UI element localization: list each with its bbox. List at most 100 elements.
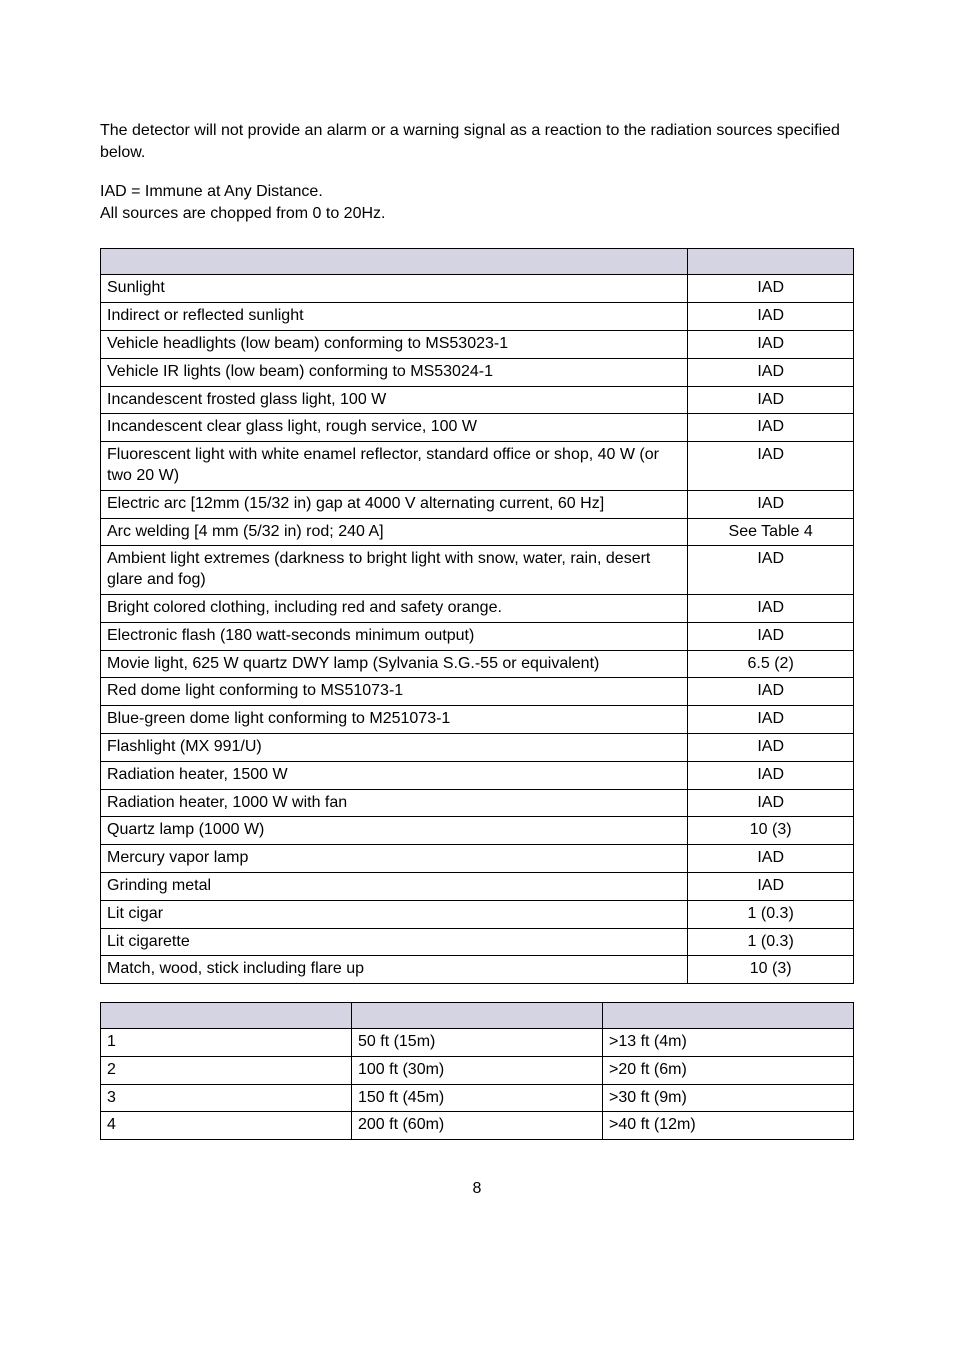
source-cell: Vehicle headlights (low beam) conforming… bbox=[101, 330, 688, 358]
intro-paragraph-2: IAD = Immune at Any Distance. All source… bbox=[100, 181, 854, 224]
value-cell: 1 (0.3) bbox=[688, 900, 854, 928]
intro-line-iad: IAD = Immune at Any Distance. bbox=[100, 181, 854, 203]
source-cell: Grinding metal bbox=[101, 872, 688, 900]
table-row: SunlightIAD bbox=[101, 275, 854, 303]
table-row: 3150 ft (45m)>30 ft (9m) bbox=[101, 1084, 854, 1112]
table-row: Lit cigar1 (0.3) bbox=[101, 900, 854, 928]
value-cell: IAD bbox=[688, 490, 854, 518]
table-header-col1 bbox=[101, 249, 688, 275]
source-cell: Bright colored clothing, including red a… bbox=[101, 594, 688, 622]
source-cell: Red dome light conforming to MS51073-1 bbox=[101, 678, 688, 706]
source-cell: Sunlight bbox=[101, 275, 688, 303]
table-row: Quartz lamp (1000 W)10 (3) bbox=[101, 817, 854, 845]
table-header-col3 bbox=[603, 1003, 854, 1029]
source-cell: Fluorescent light with white enamel refl… bbox=[101, 442, 688, 491]
cell: 3 bbox=[101, 1084, 352, 1112]
value-cell: IAD bbox=[688, 414, 854, 442]
value-cell: IAD bbox=[688, 678, 854, 706]
value-cell: IAD bbox=[688, 872, 854, 900]
cell: 4 bbox=[101, 1112, 352, 1140]
table-row: 150 ft (15m)>13 ft (4m) bbox=[101, 1029, 854, 1057]
radiation-sources-table: SunlightIADIndirect or reflected sunligh… bbox=[100, 248, 854, 984]
cell: 200 ft (60m) bbox=[352, 1112, 603, 1140]
value-cell: IAD bbox=[688, 330, 854, 358]
intro-line-sources: All sources are chopped from 0 to 20Hz. bbox=[100, 203, 854, 225]
source-cell: Flashlight (MX 991/U) bbox=[101, 733, 688, 761]
cell: 150 ft (45m) bbox=[352, 1084, 603, 1112]
source-cell: Radiation heater, 1000 W with fan bbox=[101, 789, 688, 817]
value-cell: IAD bbox=[688, 358, 854, 386]
table-row: Indirect or reflected sunlightIAD bbox=[101, 303, 854, 331]
cell: >40 ft (12m) bbox=[603, 1112, 854, 1140]
source-cell: Arc welding [4 mm (5/32 in) rod; 240 A] bbox=[101, 518, 688, 546]
table-header-col2 bbox=[352, 1003, 603, 1029]
value-cell: IAD bbox=[688, 303, 854, 331]
source-cell: Ambient light extremes (darkness to brig… bbox=[101, 546, 688, 595]
table-row: Blue-green dome light conforming to M251… bbox=[101, 706, 854, 734]
table-row: Ambient light extremes (darkness to brig… bbox=[101, 546, 854, 595]
cell: 100 ft (30m) bbox=[352, 1056, 603, 1084]
value-cell: 10 (3) bbox=[688, 956, 854, 984]
source-cell: Incandescent clear glass light, rough se… bbox=[101, 414, 688, 442]
value-cell: IAD bbox=[688, 622, 854, 650]
value-cell: IAD bbox=[688, 733, 854, 761]
table-row: Flashlight (MX 991/U)IAD bbox=[101, 733, 854, 761]
table-header-col2 bbox=[688, 249, 854, 275]
source-cell: Lit cigarette bbox=[101, 928, 688, 956]
intro-paragraph-1: The detector will not provide an alarm o… bbox=[100, 120, 854, 163]
table-row: Radiation heater, 1500 WIAD bbox=[101, 761, 854, 789]
table-row: Movie light, 625 W quartz DWY lamp (Sylv… bbox=[101, 650, 854, 678]
table-header-col1 bbox=[101, 1003, 352, 1029]
table-row: Grinding metalIAD bbox=[101, 872, 854, 900]
table-row: Electric arc [12mm (15/32 in) gap at 400… bbox=[101, 490, 854, 518]
page-number: 8 bbox=[100, 1180, 854, 1198]
table-row: Bright colored clothing, including red a… bbox=[101, 594, 854, 622]
source-cell: Blue-green dome light conforming to M251… bbox=[101, 706, 688, 734]
source-cell: Lit cigar bbox=[101, 900, 688, 928]
table-row: Arc welding [4 mm (5/32 in) rod; 240 A]S… bbox=[101, 518, 854, 546]
source-cell: Radiation heater, 1500 W bbox=[101, 761, 688, 789]
source-cell: Electronic flash (180 watt-seconds minim… bbox=[101, 622, 688, 650]
table-row: Vehicle headlights (low beam) conforming… bbox=[101, 330, 854, 358]
value-cell: IAD bbox=[688, 845, 854, 873]
table-row: Mercury vapor lampIAD bbox=[101, 845, 854, 873]
table-header-row bbox=[101, 1003, 854, 1029]
source-cell: Quartz lamp (1000 W) bbox=[101, 817, 688, 845]
table-row: Incandescent frosted glass light, 100 WI… bbox=[101, 386, 854, 414]
table-row: 2100 ft (30m)>20 ft (6m) bbox=[101, 1056, 854, 1084]
table-row: Match, wood, stick including flare up10 … bbox=[101, 956, 854, 984]
value-cell: IAD bbox=[688, 789, 854, 817]
cell: >20 ft (6m) bbox=[603, 1056, 854, 1084]
table-row: Lit cigarette1 (0.3) bbox=[101, 928, 854, 956]
value-cell: IAD bbox=[688, 706, 854, 734]
source-cell: Electric arc [12mm (15/32 in) gap at 400… bbox=[101, 490, 688, 518]
table-row: Red dome light conforming to MS51073-1IA… bbox=[101, 678, 854, 706]
distance-table: 150 ft (15m)>13 ft (4m)2100 ft (30m)>20 … bbox=[100, 1002, 854, 1140]
source-cell: Vehicle IR lights (low beam) conforming … bbox=[101, 358, 688, 386]
cell: >13 ft (4m) bbox=[603, 1029, 854, 1057]
table-row: Radiation heater, 1000 W with fanIAD bbox=[101, 789, 854, 817]
value-cell: IAD bbox=[688, 546, 854, 595]
value-cell: 10 (3) bbox=[688, 817, 854, 845]
value-cell: 6.5 (2) bbox=[688, 650, 854, 678]
value-cell: IAD bbox=[688, 594, 854, 622]
cell: 1 bbox=[101, 1029, 352, 1057]
value-cell: IAD bbox=[688, 761, 854, 789]
table-row: Electronic flash (180 watt-seconds minim… bbox=[101, 622, 854, 650]
source-cell: Mercury vapor lamp bbox=[101, 845, 688, 873]
cell: 2 bbox=[101, 1056, 352, 1084]
source-cell: Indirect or reflected sunlight bbox=[101, 303, 688, 331]
source-cell: Match, wood, stick including flare up bbox=[101, 956, 688, 984]
table-row: Incandescent clear glass light, rough se… bbox=[101, 414, 854, 442]
value-cell: IAD bbox=[688, 442, 854, 491]
table-header-row bbox=[101, 249, 854, 275]
table-row: Fluorescent light with white enamel refl… bbox=[101, 442, 854, 491]
page: The detector will not provide an alarm o… bbox=[0, 0, 954, 1238]
value-cell: IAD bbox=[688, 386, 854, 414]
value-cell: 1 (0.3) bbox=[688, 928, 854, 956]
cell: >30 ft (9m) bbox=[603, 1084, 854, 1112]
table-row: 4200 ft (60m)>40 ft (12m) bbox=[101, 1112, 854, 1140]
source-cell: Incandescent frosted glass light, 100 W bbox=[101, 386, 688, 414]
table-row: Vehicle IR lights (low beam) conforming … bbox=[101, 358, 854, 386]
cell: 50 ft (15m) bbox=[352, 1029, 603, 1057]
